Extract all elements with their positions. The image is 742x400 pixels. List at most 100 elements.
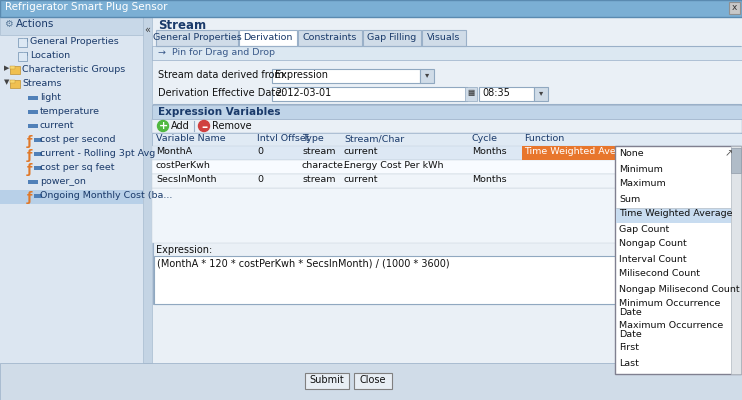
Text: current - Rolling 3pt Avg: current - Rolling 3pt Avg — [40, 149, 155, 158]
Bar — [152, 174, 742, 188]
Bar — [0, 0, 742, 17]
Text: →  Pin for Drag and Drop: → Pin for Drag and Drop — [158, 48, 275, 57]
Text: None: None — [619, 150, 643, 158]
Text: General Properties: General Properties — [153, 33, 241, 42]
Bar — [272, 69, 420, 83]
Text: Expression:: Expression: — [156, 245, 212, 255]
Bar — [34, 152, 42, 156]
Bar — [10, 80, 15, 83]
Bar — [23, 38, 27, 41]
Text: ▶: ▶ — [4, 65, 10, 71]
Bar — [615, 146, 741, 374]
Bar — [153, 104, 741, 304]
Text: SecsInMonth: SecsInMonth — [156, 176, 217, 184]
Text: Nongap Count: Nongap Count — [619, 240, 687, 248]
Bar — [23, 52, 27, 55]
Text: Time Weighted Averag: Time Weighted Averag — [524, 148, 631, 156]
Text: Ongoing Monthly Cost (ba...: Ongoing Monthly Cost (ba... — [40, 191, 172, 200]
Text: Location: Location — [30, 51, 70, 60]
Text: Streams: Streams — [22, 79, 62, 88]
Bar — [354, 373, 392, 389]
Bar — [298, 30, 362, 46]
Text: +: + — [158, 121, 168, 131]
Circle shape — [157, 120, 168, 132]
Text: Milisecond Count: Milisecond Count — [619, 270, 700, 278]
Text: x: x — [732, 3, 738, 12]
Text: Months: Months — [472, 148, 507, 156]
Bar — [18, 38, 27, 47]
Circle shape — [199, 120, 209, 132]
Bar — [422, 30, 466, 46]
Bar — [479, 87, 534, 101]
Text: power_on: power_on — [40, 177, 86, 186]
Bar — [143, 17, 152, 363]
Text: Expression Variables: Expression Variables — [158, 107, 280, 117]
Text: Constraints: Constraints — [303, 33, 357, 42]
Text: Close: Close — [360, 375, 387, 385]
Text: ƒ: ƒ — [27, 190, 33, 204]
Bar — [152, 119, 742, 133]
Bar — [34, 166, 42, 170]
Text: Maximum Occurrence: Maximum Occurrence — [619, 322, 723, 330]
Text: 0: 0 — [257, 176, 263, 184]
Text: Gap Count: Gap Count — [619, 224, 669, 234]
Bar — [420, 69, 434, 83]
Text: Interval Count: Interval Count — [619, 254, 686, 264]
Bar — [152, 160, 742, 174]
Bar — [28, 180, 38, 184]
Text: ƒ: ƒ — [27, 162, 33, 176]
Text: light: light — [40, 93, 61, 102]
Bar — [305, 373, 349, 389]
Text: Submit: Submit — [309, 375, 344, 385]
Bar — [0, 363, 742, 400]
Text: current: current — [344, 176, 378, 184]
Text: ƒ: ƒ — [27, 134, 33, 148]
Text: Function: Function — [524, 134, 564, 143]
Bar — [677, 146, 691, 160]
Text: ▦: ▦ — [467, 88, 475, 97]
Text: stream: stream — [302, 176, 335, 184]
Text: Energy Cost Per kWh: Energy Cost Per kWh — [344, 162, 444, 170]
Text: Derivation Effective Date:: Derivation Effective Date: — [158, 88, 284, 98]
Text: (MonthA * 120 * costPerKwh * SecsInMonth) / (1000 * 3600): (MonthA * 120 * costPerKwh * SecsInMonth… — [157, 259, 450, 269]
Bar — [152, 146, 742, 160]
Bar — [10, 80, 20, 88]
Bar — [34, 138, 42, 142]
Bar — [363, 30, 421, 46]
Text: characte...: characte... — [302, 162, 353, 170]
Bar — [156, 30, 238, 46]
Text: Actions: Actions — [16, 19, 54, 29]
Text: Derivation: Derivation — [243, 33, 292, 42]
Text: Visuals: Visuals — [427, 33, 461, 42]
Bar — [272, 87, 467, 101]
Text: ƒ: ƒ — [27, 148, 33, 162]
Text: Minimum Occurrence: Minimum Occurrence — [619, 300, 720, 308]
Text: stream: stream — [302, 148, 335, 156]
Text: Variable Name: Variable Name — [156, 134, 226, 143]
Bar — [731, 148, 741, 173]
Bar — [534, 87, 548, 101]
Bar — [34, 194, 42, 198]
Text: Intvl Offset: Intvl Offset — [257, 134, 309, 143]
Text: Nongap Milisecond Count: Nongap Milisecond Count — [619, 284, 740, 294]
Bar — [0, 17, 143, 35]
Text: 0: 0 — [257, 148, 263, 156]
Text: Date: Date — [619, 308, 642, 317]
Text: cost per second: cost per second — [40, 135, 116, 144]
Text: First: First — [619, 344, 639, 352]
Bar — [152, 17, 742, 363]
Text: 08:35: 08:35 — [482, 88, 510, 98]
Bar — [154, 256, 740, 304]
Text: cost per sq feet: cost per sq feet — [40, 163, 114, 172]
Text: Last: Last — [619, 358, 639, 368]
Text: ↗: ↗ — [725, 148, 733, 158]
Text: General Properties: General Properties — [30, 37, 119, 46]
Text: –: – — [201, 121, 207, 134]
Bar — [239, 30, 297, 46]
Bar — [0, 17, 152, 363]
Text: Stream data derived from:: Stream data derived from: — [158, 70, 287, 80]
Bar — [28, 110, 38, 114]
Text: Refrigerator Smart Plug Sensor: Refrigerator Smart Plug Sensor — [5, 2, 168, 12]
Text: current: current — [344, 148, 378, 156]
Text: «: « — [145, 25, 151, 35]
